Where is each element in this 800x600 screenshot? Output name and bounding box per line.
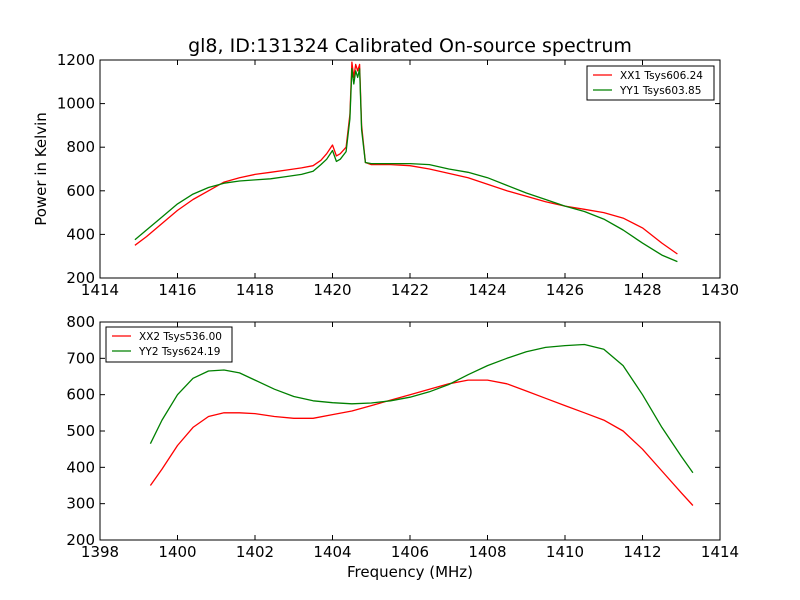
top-chart-x-tick-label: 1420 [313, 281, 351, 299]
top-chart-x-tick-label: 1414 [81, 281, 119, 299]
top-chart-x-tick-label: 1426 [546, 281, 584, 299]
top-chart-y-axis-label: Power in Kelvin [32, 112, 50, 226]
top-chart-y-tick-label: 1200 [57, 51, 95, 69]
top-chart-x-tick-label: 1424 [468, 281, 506, 299]
top-chart-series-line-1 [134, 61, 678, 255]
bottom-chart-legend-box [105, 326, 233, 363]
bottom-chart-series-line-2 [149, 343, 694, 474]
bottom-chart-legend: XX2 Tsys536.00 YY2 Tsys624.19 [105, 326, 233, 363]
bottom-chart-x-tick-label: 1408 [468, 543, 506, 561]
bottom-chart-y-tick-label: 800 [66, 313, 95, 331]
bottom-chart-y-tick-label: 600 [66, 386, 95, 404]
top-chart-x-tick-label: 1416 [158, 281, 196, 299]
top-chart-series-line-2 [134, 68, 678, 263]
bottom-chart-x-tick-label: 1410 [546, 543, 584, 561]
top-chart-x-tick-label: 1422 [391, 281, 429, 299]
top-chart-x-tick-label: 1418 [236, 281, 274, 299]
bottom-chart-y-tick-label: 300 [66, 495, 95, 513]
bottom-chart-legend-entry: YY2 Tsys624.19 [138, 346, 220, 358]
bottom-chart-x-tick-label: 1404 [313, 543, 351, 561]
bottom-chart-y-tick-label: 700 [66, 349, 95, 367]
bottom-chart-x-tick-label: 1400 [158, 543, 196, 561]
top-chart-series-lines [134, 61, 678, 263]
top-chart: gl8, ID:131324 Calibrated On-source spec… [32, 35, 739, 299]
bottom-chart-y-tick-label: 200 [66, 531, 95, 549]
bottom-chart-x-tick-label: 1414 [701, 543, 739, 561]
top-chart-y-tick-label: 1000 [57, 95, 95, 113]
top-chart-x-tick-label: 1428 [623, 281, 661, 299]
top-chart-legend-entry: XX1 Tsys606.24 [620, 70, 703, 82]
bottom-chart-y-tick-label: 400 [66, 458, 95, 476]
bottom-chart-ticks: 1398 1400 1402 1404 1406 1408 1410 1412 1414 200 3… [66, 313, 739, 561]
top-chart-y-tick-label: 600 [66, 182, 95, 200]
bottom-chart-series-lines [149, 343, 694, 506]
top-chart-ticks: 1414 1416 1418 1420 1422 1424 1426 1428 1430 200 4… [57, 51, 739, 299]
bottom-chart-x-tick-label: 1398 [81, 543, 119, 561]
bottom-chart-legend-entry: XX2 Tsys536.00 [139, 331, 222, 343]
top-chart-y-tick-label: 400 [66, 225, 95, 243]
top-chart-title: gl8, ID:131324 Calibrated On-source spec… [188, 35, 632, 57]
bottom-chart-x-tick-label: 1412 [623, 543, 661, 561]
bottom-chart-x-tick-label: 1402 [236, 543, 274, 561]
top-chart-x-tick-label: 1430 [701, 281, 739, 299]
top-chart-legend-box [586, 65, 715, 101]
bottom-chart-x-tick-label: 1406 [391, 543, 429, 561]
top-chart-legend-entry: YY1 Tsys603.85 [619, 85, 701, 97]
top-chart-y-tick-label: 800 [66, 138, 95, 156]
bottom-chart-series-line-1 [149, 379, 694, 506]
top-chart-y-tick-label: 200 [66, 269, 95, 287]
top-chart-legend: XX1 Tsys606.24 YY1 Tsys603.85 [586, 65, 715, 101]
bottom-chart: Frequency (MHz) 1398 1400 1402 1404 1406 1408… [66, 313, 739, 581]
bottom-chart-x-axis-label: Frequency (MHz) [347, 563, 473, 581]
bottom-chart-y-tick-label: 500 [66, 422, 95, 440]
